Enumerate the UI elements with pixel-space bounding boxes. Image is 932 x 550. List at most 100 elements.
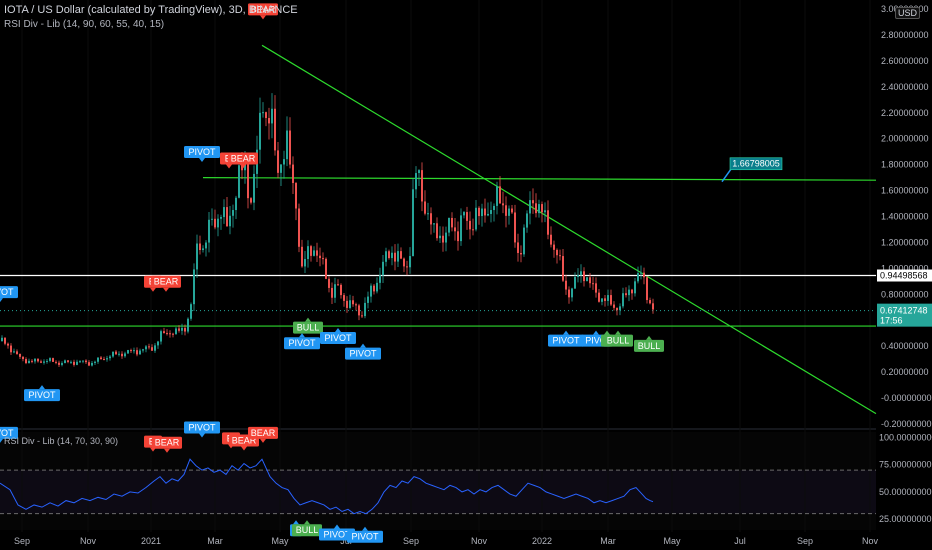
price-tick-label: -0.20000000 [881,419,932,429]
candle-body [412,189,414,257]
candle-body [253,173,255,203]
candle-body [484,208,486,216]
candle-body [100,357,102,360]
bull-marker-pointer [304,520,310,525]
candle-body [301,246,303,267]
bear-marker: BEAR [248,426,278,443]
bear-marker-pointer [260,438,266,443]
candle-body [445,232,447,243]
bull-marker-pointer [615,330,621,335]
candle-body [385,251,387,262]
candle-body [631,289,633,294]
pivot-marker: PIVOT [548,330,584,347]
candle-body [604,298,606,301]
candle-body [1,337,3,341]
bull-marker-box [634,339,664,352]
candle-body [307,246,309,260]
b-marker-pointer [226,164,232,169]
pivot-marker-pointer [39,385,45,390]
candle-body [391,252,393,259]
candle-body [232,210,234,216]
candle-body [172,333,174,335]
currency-badge[interactable]: USD [895,7,921,19]
candle-body [640,272,642,274]
candle-body [379,275,381,283]
pivot-marker-pointer [0,438,3,443]
candle-body [430,213,432,225]
candle-body [175,328,177,334]
candle-body [109,356,111,359]
rsi-markers: PIVOTPIVOTBIBEARBIBEARBEARPBULLPIVOTPIVO… [0,421,383,543]
candle-body [511,208,513,213]
pivot-marker-label: PIVOT [28,390,56,400]
bull-marker: BULL [293,317,323,334]
candle-body [580,271,582,276]
candle-body [133,350,135,352]
pivot-marker-label: PIVOT [351,532,379,542]
candle-body [82,360,84,362]
candle-body [49,358,51,361]
price-tick-label: 1.40000000 [881,212,929,222]
candle-body [352,300,354,305]
bear-marker-box [248,426,278,439]
candle-body [259,112,261,150]
candle-body [280,164,282,173]
candle-body [355,304,357,306]
candle-body [496,186,498,206]
candle-body [487,213,489,216]
bull-marker-label: BULL [296,525,319,535]
candle-body [112,351,114,357]
pivot-marker-label: PIVOT [323,530,351,540]
candle-body [619,306,621,311]
candle-body [277,150,279,173]
candle-body [373,285,375,292]
candle-body [151,347,153,351]
time-tick-label: Mar [600,536,616,546]
bear-marker-pointer [241,446,247,451]
candle-body [394,252,396,262]
callout-box [729,157,783,171]
rsi-panel-title: RSI Div - Lib (14, 70, 30, 90) [4,436,119,446]
pivot-marker-pointer [299,333,305,338]
candle-body [211,218,213,220]
callout-label: 1.66798005 [732,159,780,169]
candle-body [43,361,45,363]
candle-body [64,360,66,364]
candle-body [208,219,210,243]
candle-body [505,205,507,216]
candle-body [163,331,165,334]
candle-body [628,289,630,296]
candle-body [286,130,288,160]
candle-body [316,250,318,256]
candle-body [637,273,639,282]
pivot-marker-label: PIVOT [0,287,14,297]
p-marker-pointer [293,520,299,525]
pivot-marker: PIVOT [320,328,356,345]
white-line-tag-label: 0.94498568 [880,271,928,281]
trend-line [261,44,877,415]
price-tick-label: 2.40000000 [881,82,929,92]
candle-body [298,208,300,247]
price-tick-label: 2.60000000 [881,56,929,66]
candle-body [625,293,627,296]
candle-body [76,361,78,365]
pivot-marker-pointer [335,328,341,333]
candle-body [19,353,21,357]
candle-body [544,210,546,213]
pivot-marker: PIVOT [319,524,355,541]
candle-body [520,252,522,255]
candle-body [241,165,243,171]
candle-body [610,295,612,305]
bear-marker: BEAR [228,152,258,169]
candle-body [247,163,249,199]
candle-body [595,283,597,293]
callout-pointer [721,167,733,183]
bear-marker: BEAR [152,436,182,453]
candle-body [340,284,342,296]
candle-body [154,345,156,351]
candle-body [262,112,264,114]
indicator-title: RSI Div - Lib (14, 90, 60, 55, 40, 15) [4,19,165,30]
bull-marker-box [292,524,322,537]
bear-marker-label: BEAR [155,438,180,448]
